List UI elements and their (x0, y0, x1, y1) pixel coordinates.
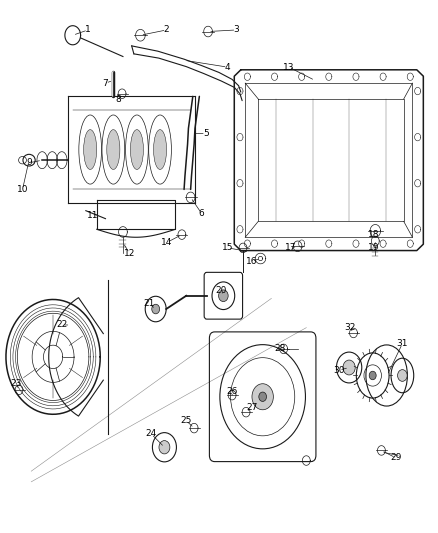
Text: 17: 17 (285, 244, 297, 253)
Text: 2: 2 (164, 26, 170, 35)
Text: 4: 4 (225, 63, 230, 71)
Text: 7: 7 (102, 78, 108, 87)
Text: 18: 18 (368, 230, 380, 239)
Text: 13: 13 (283, 63, 295, 71)
Text: 28: 28 (275, 344, 286, 353)
Text: 5: 5 (203, 129, 209, 138)
Text: 3: 3 (233, 26, 239, 35)
Text: 6: 6 (199, 209, 205, 218)
Ellipse shape (159, 441, 170, 454)
Text: 1: 1 (85, 26, 91, 35)
Text: 31: 31 (397, 339, 408, 348)
Text: 23: 23 (10, 379, 21, 388)
Text: 22: 22 (56, 320, 67, 329)
Ellipse shape (153, 130, 166, 169)
Text: 32: 32 (344, 323, 356, 332)
Ellipse shape (369, 371, 376, 379)
Ellipse shape (107, 130, 120, 169)
Text: 11: 11 (87, 212, 98, 221)
Text: 24: 24 (146, 430, 157, 439)
Text: 15: 15 (222, 244, 233, 253)
Ellipse shape (259, 392, 266, 401)
Ellipse shape (252, 384, 273, 410)
Ellipse shape (152, 304, 159, 314)
Text: 10: 10 (17, 185, 28, 194)
Text: 21: 21 (144, 299, 155, 308)
Text: 8: 8 (116, 94, 121, 103)
Text: 20: 20 (215, 286, 227, 295)
Ellipse shape (343, 360, 355, 375)
Text: 14: 14 (161, 238, 172, 247)
Text: 26: 26 (226, 387, 238, 396)
Text: 9: 9 (26, 158, 32, 167)
Text: 30: 30 (333, 366, 345, 375)
Ellipse shape (131, 130, 144, 169)
Ellipse shape (219, 290, 228, 302)
Ellipse shape (84, 130, 97, 169)
Ellipse shape (398, 369, 407, 381)
Text: 16: 16 (246, 257, 258, 265)
Text: 19: 19 (368, 244, 380, 253)
Text: 29: 29 (390, 454, 402, 463)
Text: 12: 12 (124, 249, 135, 258)
Text: 27: 27 (246, 403, 258, 412)
Text: 25: 25 (180, 416, 192, 425)
